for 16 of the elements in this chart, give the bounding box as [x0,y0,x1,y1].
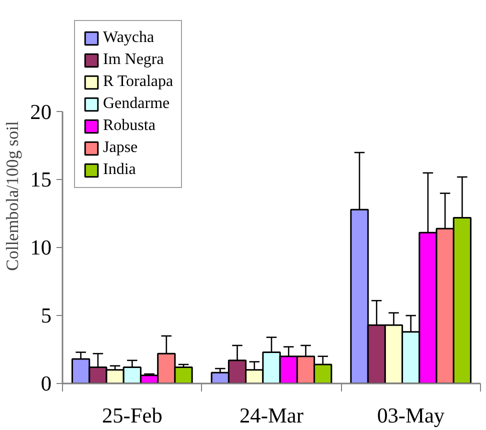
legend-label: India [103,161,136,179]
x-tick-label: 25-Feb [102,404,162,428]
legend-label: R Toralapa [103,73,174,91]
legend-label: Robusta [103,117,156,135]
y-axis-title: Collembola/100g soil [3,120,22,271]
legend-label: Japse [103,139,138,157]
y-tick-label: 5 [40,304,52,328]
legend-label: Gendarme [103,95,170,113]
y-tick-label: 10 [30,236,52,260]
x-tick-label: 03-May [377,404,445,428]
legend-label: Im Negra [103,51,164,69]
x-tick-label: 24-Mar [240,404,304,428]
y-tick-label: 20 [30,100,52,124]
y-tick-label: 15 [30,168,52,192]
legend-label: Waycha [103,29,154,47]
y-tick-label: 0 [40,372,52,396]
